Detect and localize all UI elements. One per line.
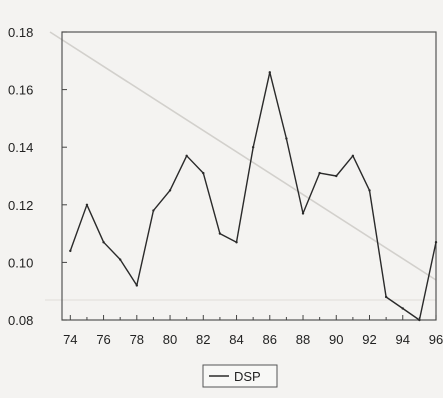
data-point <box>318 171 321 175</box>
legend: DSP <box>202 364 278 388</box>
data-point <box>168 189 172 192</box>
data-point <box>118 258 122 261</box>
data-point <box>85 203 89 206</box>
y-tick-label: 0.08 <box>8 313 33 328</box>
data-point <box>301 212 305 215</box>
x-tick-label: 76 <box>96 332 110 347</box>
series-layer <box>69 71 438 322</box>
x-tick-label: 74 <box>63 332 77 347</box>
data-point <box>202 171 205 175</box>
x-tick-label: 92 <box>362 332 376 347</box>
scan-artifact-diagonal <box>49 31 437 281</box>
data-point <box>351 154 355 158</box>
data-point <box>335 174 338 178</box>
x-tick-label: 84 <box>229 332 243 347</box>
y-axis: 0.08 0.10 0.12 0.14 0.16 0.18 <box>8 25 67 328</box>
data-point <box>102 241 105 244</box>
x-tick-label: 80 <box>163 332 177 347</box>
y-tick-label: 0.12 <box>8 198 33 213</box>
data-point <box>401 307 404 310</box>
data-point <box>434 241 438 244</box>
data-point <box>235 241 238 244</box>
legend-label-dsp: DSP <box>234 369 261 384</box>
data-point <box>368 189 371 192</box>
data-point <box>418 318 421 322</box>
data-point <box>218 232 222 235</box>
x-tick-label: 88 <box>296 332 310 347</box>
x-tick-label: 86 <box>263 332 277 347</box>
legend-box <box>202 364 278 388</box>
x-tick-label: 90 <box>329 332 343 347</box>
x-tick-label: 78 <box>130 332 144 347</box>
x-tick-label: 82 <box>196 332 210 347</box>
x-tick-label: 96 <box>429 332 443 347</box>
plot-area-frame <box>61 31 437 321</box>
data-point <box>135 284 138 287</box>
y-tick-label: 0.10 <box>8 255 33 270</box>
data-point <box>185 154 188 158</box>
x-axis: 74 76 78 80 82 84 86 88 90 92 94 96 <box>63 315 443 347</box>
x-tick-label: 94 <box>396 332 410 347</box>
data-point <box>268 71 271 74</box>
y-tick-label: 0.14 <box>8 140 33 155</box>
data-point <box>69 249 72 253</box>
y-tick-label: 0.16 <box>8 83 33 98</box>
y-tick-label: 0.18 <box>8 25 33 40</box>
data-point <box>251 146 255 149</box>
data-point <box>152 209 155 212</box>
data-point <box>285 137 288 140</box>
data-point <box>384 295 388 299</box>
